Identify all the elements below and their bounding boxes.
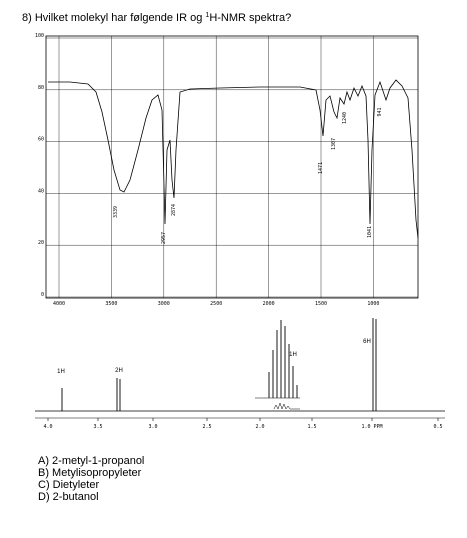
x-tick-label: 0.5: [433, 424, 442, 430]
peak-label: 941: [377, 107, 383, 116]
x-tick-label: 2500: [210, 301, 222, 307]
y-tick-label: 80: [38, 85, 44, 91]
integral-label: 2H: [115, 368, 123, 374]
y-tick-label: 0: [41, 292, 44, 298]
x-tick-label: 2.0: [255, 424, 264, 430]
x-tick-label: 2000: [263, 301, 275, 307]
peak-label: 1307: [331, 138, 337, 150]
integral-label: 1H: [57, 369, 65, 375]
peak-label: 2874: [171, 204, 177, 216]
question: 8) Hvilket molekyl har følgende IR og 1H…: [22, 12, 291, 24]
integral-label: 1H: [289, 352, 297, 358]
y-tick-label: 20: [38, 240, 44, 246]
peak-label: 3339: [113, 206, 119, 218]
y-tick-label: 60: [38, 137, 44, 143]
peak-label: 2957: [161, 232, 167, 244]
ir-frame: [45, 35, 419, 299]
x-tick-label: 1.5: [307, 424, 316, 430]
x-tick-label: 3000: [158, 301, 170, 307]
x-tick-label: 3500: [105, 301, 117, 307]
x-tick-label: 4.0: [43, 424, 52, 430]
nmr-spectrum: 4.0 3.5 3.0 2.5 2.0 1.5 1.0 PPM 0.5 1H 2H 1H 6H: [35, 318, 445, 430]
peak-label: 1471: [318, 162, 324, 174]
nmr-inset: [255, 397, 300, 410]
x-tick-label: 1000: [367, 301, 379, 307]
ir-curve: [48, 79, 419, 239]
option: B) Metylisopropyleter: [38, 467, 142, 479]
integral-label: 6H: [363, 339, 371, 345]
x-tick-label: 1500: [315, 301, 327, 307]
peak-label: 1240: [342, 112, 348, 124]
y-tick-label: 100: [35, 33, 44, 39]
x-tick-label: 3.0: [148, 424, 157, 430]
ir-spectrum: 100 80 60 40 20 0 4000 3500 3000 2500 2000 1500 1000…: [35, 33, 419, 307]
option: D) 2-butanol: [38, 491, 99, 503]
x-tick-label: 4000: [53, 301, 65, 307]
x-tick-label: 2.5: [202, 424, 211, 430]
x-tick-label: 3.5: [93, 424, 102, 430]
peak-label: 1041: [367, 226, 373, 238]
y-tick-label: 40: [38, 188, 44, 194]
option: C) Dietyleter: [38, 479, 99, 491]
option: A) 2-metyl-1-propanol: [38, 455, 144, 467]
x-tick-label: 1.0 PPM: [361, 424, 382, 430]
nmr-peaks: [61, 318, 377, 411]
